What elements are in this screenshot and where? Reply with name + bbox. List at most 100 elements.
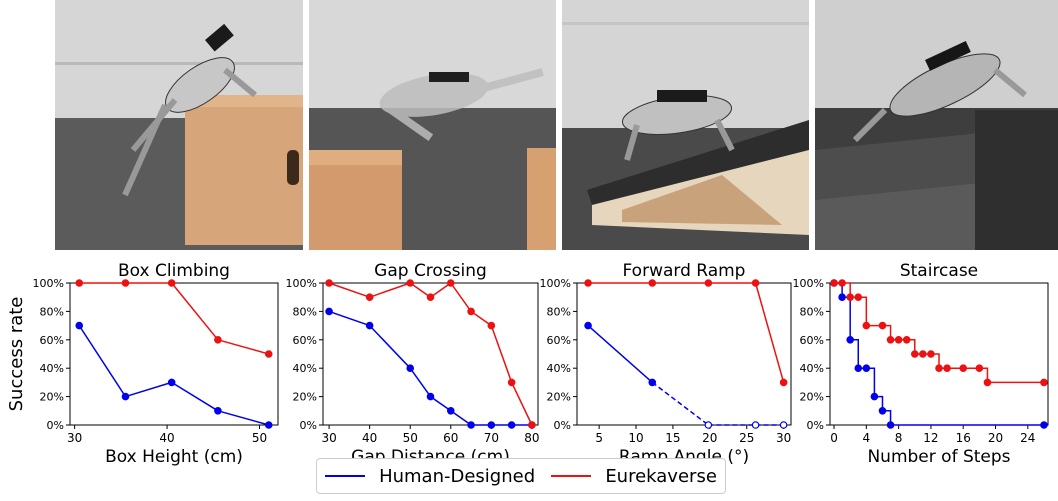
series-line-human xyxy=(328,310,370,327)
data-point-eureka xyxy=(943,364,951,373)
series-line-human xyxy=(850,339,860,369)
x-tick-label: 24 xyxy=(1020,431,1035,445)
plot-frame xyxy=(322,282,539,426)
x-tick-label: 70 xyxy=(484,431,499,445)
series-line-eureka xyxy=(490,325,513,383)
data-point-eureka xyxy=(507,378,516,387)
series-line-eureka xyxy=(430,282,452,298)
series-line-eureka xyxy=(470,310,492,327)
box-climbing-photo xyxy=(55,0,303,250)
y-tick-label: 100% xyxy=(540,277,571,290)
x-tick-label: 20 xyxy=(988,431,1003,445)
chart-title: Staircase xyxy=(900,261,978,281)
data-point-eureka xyxy=(894,336,903,344)
y-tick-label: 100% xyxy=(286,277,317,290)
series-line-human xyxy=(587,325,653,383)
y-tick-label: 0% xyxy=(47,419,64,432)
series-line-eureka xyxy=(450,282,472,312)
y-tick-label: 80% xyxy=(547,305,571,318)
series-line-human xyxy=(842,296,851,340)
data-point-human xyxy=(862,364,871,373)
x-tick-label: 25 xyxy=(739,431,754,445)
x-tick-label: 30 xyxy=(776,431,791,445)
y-tick-label: 80% xyxy=(40,305,64,318)
y-tick-label: 100% xyxy=(33,277,64,290)
series-line-human xyxy=(409,367,432,398)
x-axis-label: Box Height (cm) xyxy=(105,447,243,467)
photo-row xyxy=(0,0,1058,250)
series-line-human xyxy=(866,367,876,397)
data-point-human xyxy=(75,321,84,330)
x-tick-label: 40 xyxy=(362,431,377,445)
series-line-human xyxy=(369,325,411,369)
x-tick-label: 20 xyxy=(702,431,717,445)
chart-title: Forward Ramp xyxy=(623,261,746,281)
plot-frame xyxy=(576,282,792,426)
data-point-eureka xyxy=(121,279,130,287)
y-tick-label: 100% xyxy=(793,277,824,290)
y-tick-label: 80% xyxy=(293,305,317,318)
data-point-eureka xyxy=(167,279,176,287)
data-point-human xyxy=(1040,421,1048,429)
x-tick-label: 8 xyxy=(895,431,903,445)
data-point-human xyxy=(167,378,176,387)
series-line-eureka xyxy=(510,382,533,426)
x-tick-label: 40 xyxy=(159,431,174,445)
x-tick-label: 12 xyxy=(923,431,938,445)
data-point-human xyxy=(487,421,496,429)
plots-row: Success rate Box Climbing 0% 20% 40% 60% 80% 10… xyxy=(0,250,1058,497)
data-point-human xyxy=(704,421,713,429)
y-tick-label: 20% xyxy=(40,391,64,404)
data-point-eureka xyxy=(214,336,222,344)
chart-1: Box Climbing 0% 20% 40% 60% 80% 100% 30 40 50 Box … xyxy=(33,261,279,467)
data-point-eureka xyxy=(487,321,496,330)
y-tick-label: 60% xyxy=(547,334,571,347)
y-tick-label: 0% xyxy=(807,419,824,432)
forward-ramp-photo xyxy=(562,0,809,250)
x-tick-label: 10 xyxy=(628,431,643,445)
x-tick-label: 15 xyxy=(665,431,680,445)
y-tick-label: 20% xyxy=(293,391,317,404)
plot-frame xyxy=(69,282,279,426)
data-point-human xyxy=(779,421,788,429)
y-tick-label: 40% xyxy=(293,362,317,375)
data-point-human xyxy=(406,364,415,373)
legend: Human-Designed Eurekaverse xyxy=(316,458,726,494)
data-point-eureka xyxy=(426,293,435,302)
series-line-human xyxy=(171,381,219,412)
legend-eureka-swatch xyxy=(551,475,592,477)
data-point-eureka xyxy=(862,321,871,330)
x-tick-label: 0 xyxy=(830,431,838,445)
data-point-human xyxy=(121,392,130,401)
x-tick-label: 5 xyxy=(595,431,603,445)
legend-human-label: Human-Designed xyxy=(379,465,536,487)
data-point-eureka xyxy=(878,321,887,330)
x-tick-label: 16 xyxy=(956,431,971,445)
data-point-eureka xyxy=(902,336,911,344)
x-tick-label: 4 xyxy=(863,431,871,445)
chart-4: Staircase 0% 20% 40% 60% 80% 100% 0 4 8 12 16 20 24 Nu… xyxy=(793,261,1049,467)
data-point-eureka xyxy=(584,279,592,287)
legend-human-swatch xyxy=(325,475,366,477)
x-tick-label: 50 xyxy=(252,431,267,445)
gap-crossing-photo xyxy=(309,0,556,250)
data-point-eureka xyxy=(648,279,657,287)
data-point-eureka xyxy=(751,279,760,287)
y-tick-label: 40% xyxy=(800,362,824,375)
series-line-human xyxy=(217,410,269,426)
series-line-human xyxy=(430,395,452,412)
data-point-eureka xyxy=(886,336,895,344)
data-point-eureka xyxy=(467,307,475,316)
y-tick-label: 0% xyxy=(554,419,571,432)
chart-title: Box Climbing xyxy=(118,261,230,281)
y-tick-label: 60% xyxy=(293,334,317,347)
series-line-eureka xyxy=(369,282,411,298)
x-tick-label: 80 xyxy=(524,431,539,445)
data-point-eureka xyxy=(264,350,273,358)
data-point-human xyxy=(870,392,879,401)
y-axis-label: Success rate xyxy=(6,297,27,412)
series-line-human xyxy=(450,410,472,426)
series-line-eureka xyxy=(754,282,785,383)
series-line-human xyxy=(125,381,172,398)
